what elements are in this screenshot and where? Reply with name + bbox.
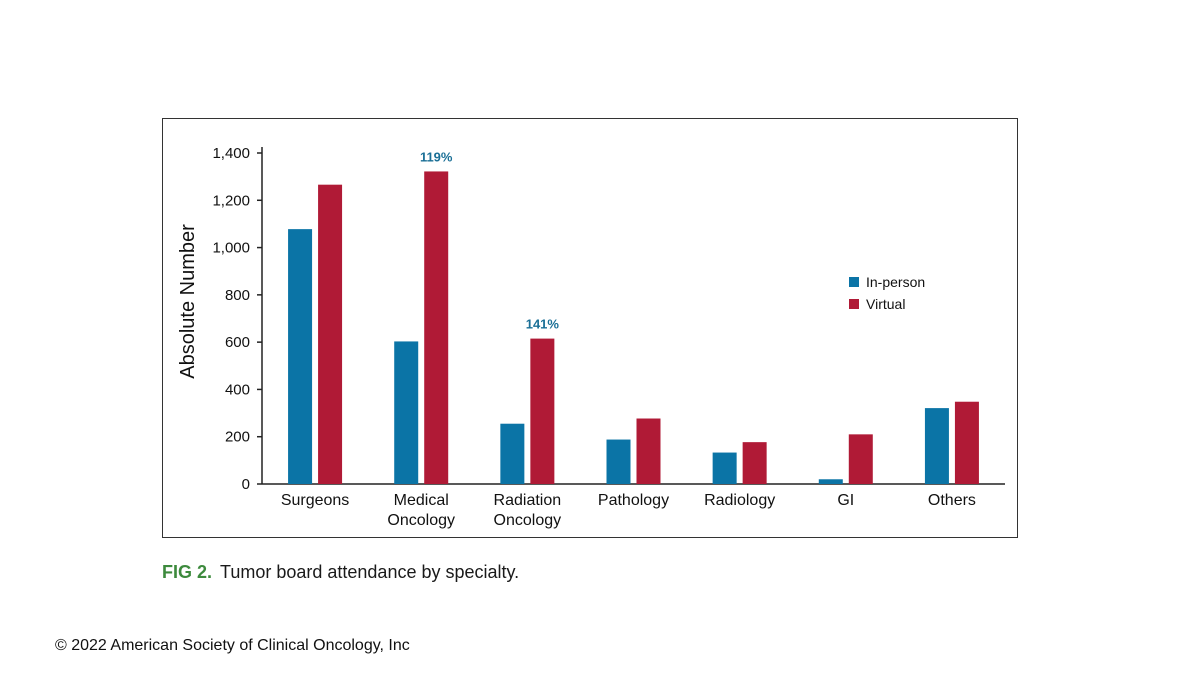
y-tick-label: 400 [225, 381, 250, 398]
bar-in-person [818, 479, 843, 484]
bar-annotation: 141% [526, 317, 560, 332]
bar-in-person [712, 452, 737, 484]
y-tick-label: 0 [242, 476, 250, 493]
y-tick-label: 800 [225, 287, 250, 304]
bar-in-person [394, 341, 419, 484]
y-axis-title: Absolute Number [177, 224, 199, 379]
y-tick-label: 1,400 [212, 145, 250, 162]
bar-chart: 0 200 400 600 800 1,000 1,200 1,400 Absolute Num… [177, 145, 1005, 529]
x-tick-label: Radiation [494, 492, 562, 509]
y-tick-label: 600 [225, 334, 250, 351]
bar-virtual [742, 442, 767, 484]
legend-swatch [849, 277, 859, 287]
bar-in-person [606, 439, 631, 484]
bar-virtual [636, 418, 661, 484]
x-tick-label: GI [837, 492, 854, 509]
figure-caption: FIG 2. Tumor board attendance by specialt… [162, 562, 519, 583]
x-tick-label: Medical [394, 492, 449, 509]
bar-in-person [500, 423, 525, 484]
bar-in-person [288, 229, 313, 484]
bar-virtual [954, 401, 979, 484]
bar-virtual [530, 338, 555, 484]
legend-swatch [849, 299, 859, 309]
y-tick-label: 1,200 [212, 192, 250, 209]
legend-label: Virtual [866, 296, 905, 312]
copyright-notice: © 2022 American Society of Clinical Onco… [55, 637, 410, 654]
bar-virtual [318, 184, 343, 484]
bar-virtual [424, 171, 449, 484]
x-tick-label: Others [928, 492, 976, 509]
chart-frame: 0 200 400 600 800 1,000 1,200 1,400 Absolute Num… [162, 118, 1018, 538]
x-tick-label: Oncology [387, 512, 455, 529]
x-tick-label: Oncology [494, 512, 562, 529]
bar-annotation: 119% [420, 149, 453, 164]
y-tick-label: 1,000 [212, 240, 250, 257]
x-tick-label: Radiology [704, 492, 775, 509]
bar-in-person [924, 408, 949, 484]
y-tick-label: 200 [225, 429, 250, 446]
x-tick-label: Pathology [598, 492, 669, 509]
x-tick-label: Surgeons [281, 492, 350, 509]
bar-virtual [848, 434, 873, 484]
legend-label: In-person [866, 274, 925, 290]
figure-label: FIG 2. [162, 562, 213, 582]
caption-text: Tumor board attendance by specialty. [220, 562, 520, 582]
